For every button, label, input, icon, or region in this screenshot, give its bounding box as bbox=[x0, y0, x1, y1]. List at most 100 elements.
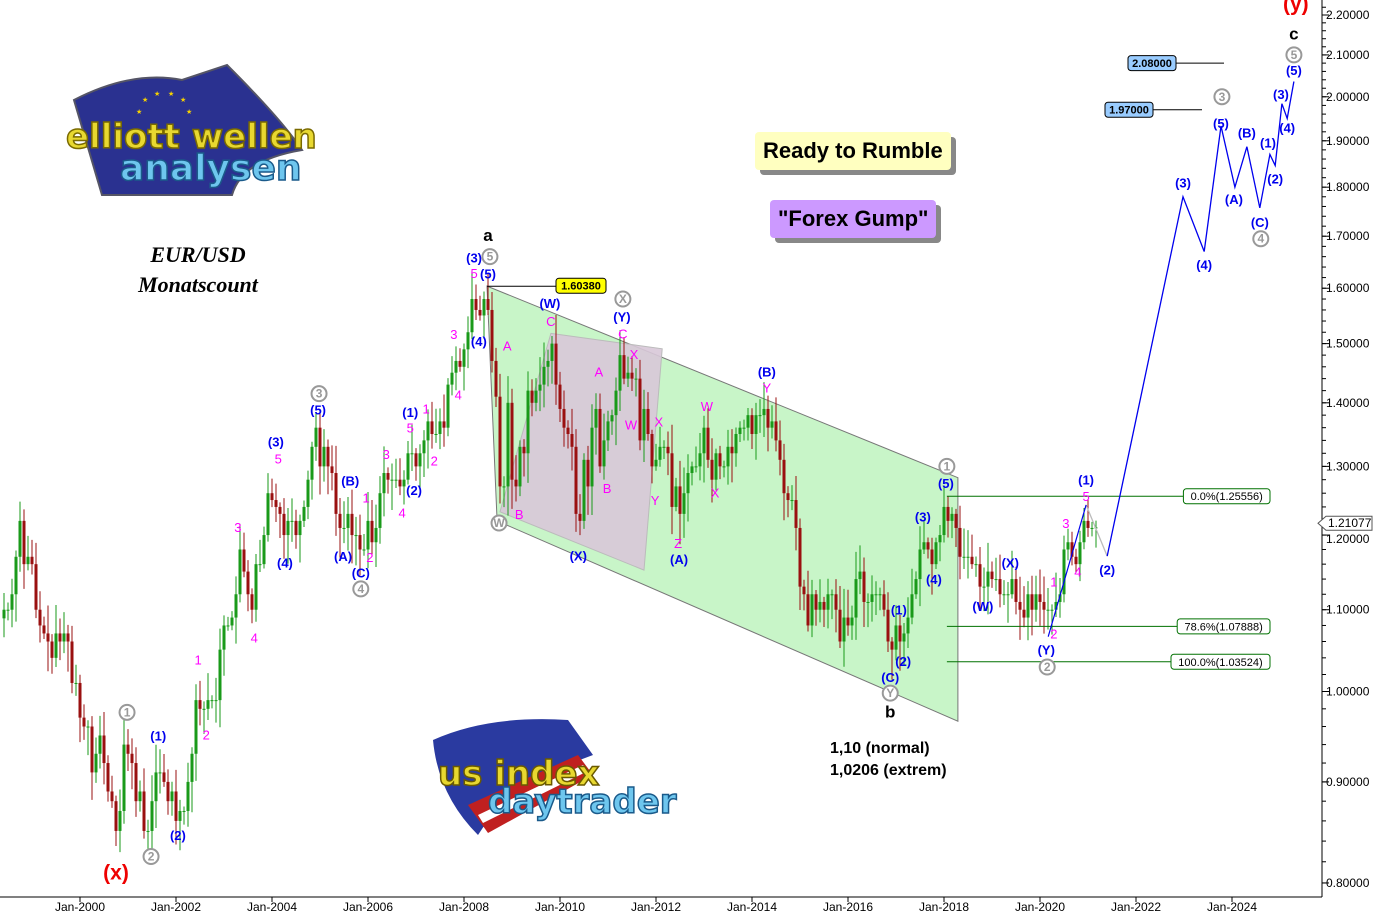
candle-body bbox=[606, 421, 610, 441]
candle-body bbox=[26, 556, 30, 565]
candle bbox=[366, 492, 370, 569]
wave-circle bbox=[352, 580, 370, 598]
candle bbox=[650, 429, 654, 484]
candle bbox=[762, 382, 766, 438]
wave-label: a bbox=[483, 226, 493, 245]
candle-body bbox=[786, 493, 790, 501]
candle-body bbox=[790, 500, 794, 502]
candle bbox=[974, 556, 978, 577]
candle bbox=[486, 273, 490, 316]
wave-label-group: (1) bbox=[150, 729, 166, 744]
candle bbox=[566, 420, 570, 449]
wave-label-group: (B) bbox=[341, 473, 359, 488]
wave-label-group: (W) bbox=[972, 599, 993, 614]
candle bbox=[634, 368, 638, 397]
candle bbox=[646, 392, 650, 441]
wave-circle bbox=[1038, 658, 1056, 676]
wave-label-group: 4 bbox=[251, 630, 258, 645]
candle bbox=[110, 775, 114, 808]
candle bbox=[62, 612, 66, 654]
y-tick-label: 1.60000 bbox=[1326, 281, 1370, 295]
wave-label: (3) bbox=[915, 510, 931, 525]
candle-body bbox=[1062, 549, 1066, 595]
wave-label-group: (5) bbox=[1286, 63, 1302, 78]
wave-label: X bbox=[630, 347, 639, 362]
candle bbox=[786, 486, 790, 518]
candle-body bbox=[886, 609, 890, 642]
candle-body bbox=[430, 421, 434, 435]
candle bbox=[338, 497, 342, 558]
ready-to-rumble-banner: Ready to Rumble bbox=[755, 132, 951, 170]
wave-label: 2 bbox=[1044, 660, 1051, 674]
svg-text:daytrader: daytrader bbox=[488, 782, 677, 822]
candle bbox=[710, 438, 714, 503]
candle bbox=[630, 356, 634, 391]
wave-label: (5) bbox=[1286, 63, 1302, 78]
wave-label: (2) bbox=[1267, 172, 1283, 187]
candle bbox=[918, 526, 922, 607]
candle-body bbox=[338, 513, 342, 528]
candle-body bbox=[218, 649, 222, 701]
candle bbox=[490, 292, 494, 373]
candle bbox=[158, 749, 162, 794]
candle bbox=[226, 616, 230, 631]
wave-label-group: 5 bbox=[1285, 46, 1303, 64]
candle bbox=[402, 470, 406, 505]
candle-body bbox=[446, 384, 450, 428]
wave-label-group: (Y) bbox=[613, 310, 630, 325]
candle-body bbox=[190, 753, 194, 782]
candle-body bbox=[906, 617, 910, 634]
candle-body bbox=[686, 473, 690, 494]
candle bbox=[138, 780, 142, 812]
target-note: 1,10 (normal) bbox=[830, 740, 930, 757]
candle-body bbox=[634, 378, 638, 380]
candle-body bbox=[342, 527, 346, 529]
candle-body bbox=[426, 421, 430, 441]
candle bbox=[814, 589, 818, 626]
candle-body bbox=[894, 625, 898, 650]
candle bbox=[546, 349, 550, 387]
candle bbox=[638, 359, 642, 451]
candle-body bbox=[442, 421, 446, 428]
wave-label-group: (2) bbox=[895, 654, 911, 669]
candle bbox=[954, 508, 958, 547]
candle bbox=[178, 799, 182, 851]
wave-label: (X) bbox=[1002, 556, 1019, 571]
candle-body bbox=[46, 633, 50, 642]
candle bbox=[958, 505, 962, 580]
candle-body bbox=[10, 594, 14, 610]
candle-body bbox=[898, 625, 902, 642]
candle bbox=[1022, 586, 1026, 628]
wave-label: 2 bbox=[431, 453, 438, 468]
candle-body bbox=[22, 520, 26, 565]
wave-label-group: (2) bbox=[170, 828, 186, 843]
candle-body bbox=[690, 466, 694, 474]
candle-body bbox=[354, 535, 358, 537]
wave-label-group: (3) bbox=[1175, 175, 1191, 190]
candle-body bbox=[162, 772, 166, 782]
candle-body bbox=[78, 682, 82, 718]
wave-label: 3 bbox=[450, 327, 457, 342]
candle bbox=[514, 455, 518, 502]
candle-body bbox=[1050, 609, 1054, 611]
candle bbox=[126, 729, 130, 771]
candle bbox=[898, 615, 902, 671]
wave-label: 2 bbox=[1050, 627, 1057, 642]
candle-body bbox=[266, 493, 270, 536]
candle bbox=[494, 347, 498, 408]
wave-label: W bbox=[493, 516, 505, 530]
candle bbox=[1090, 521, 1094, 537]
wave-label: 5 bbox=[470, 266, 477, 281]
wave-label: 5 bbox=[1082, 489, 1089, 504]
candle-body bbox=[842, 617, 846, 642]
wave-circle bbox=[1285, 46, 1303, 64]
candle bbox=[214, 677, 218, 723]
candle bbox=[542, 342, 546, 408]
wave-label: W bbox=[701, 399, 714, 414]
candle bbox=[778, 420, 782, 476]
candle-body bbox=[706, 427, 710, 460]
candle-body bbox=[834, 594, 838, 610]
candle-body bbox=[350, 513, 354, 536]
candle-body bbox=[674, 486, 678, 507]
candle-body bbox=[654, 459, 658, 467]
